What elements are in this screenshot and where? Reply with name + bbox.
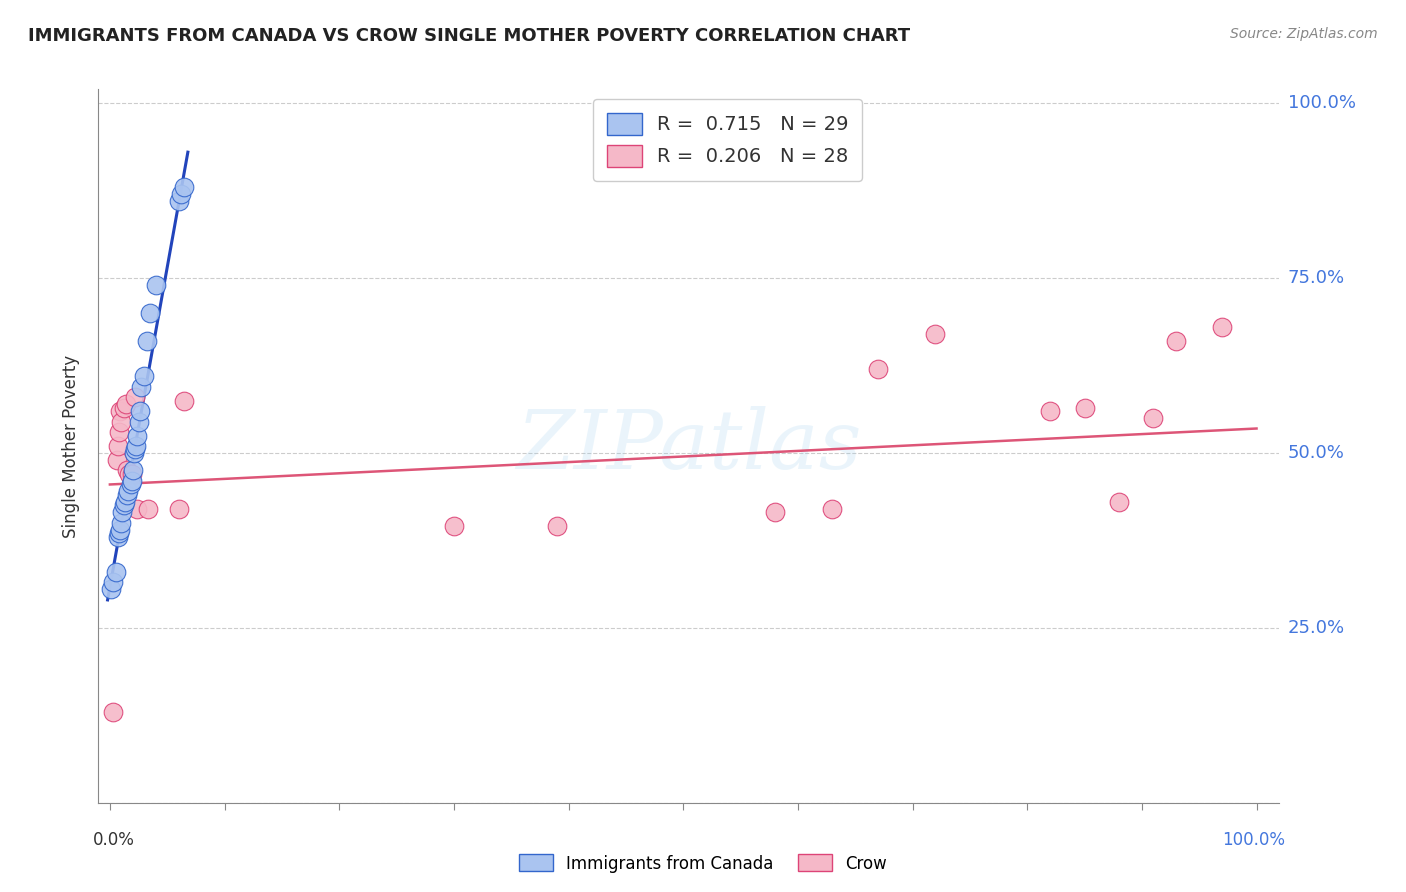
Point [103,575,125,590]
Point [1073,401,1095,415]
Text: 50.0%: 50.0% [1288,444,1344,462]
Point [763,506,786,520]
Point [114,495,136,509]
Point [108,523,131,537]
Point [111,506,134,520]
Point [104,565,127,579]
Text: 100.0%: 100.0% [1288,95,1355,112]
Point [115,397,138,411]
Text: IMMIGRANTS FROM CANADA VS CROW SINGLE MOTHER POVERTY CORRELATION CHART: IMMIGRANTS FROM CANADA VS CROW SINGLE MO… [28,27,910,45]
Point [112,401,135,415]
Point [443,519,465,533]
Point [121,463,143,477]
Point [125,439,148,453]
Point [868,362,890,376]
Point [108,526,131,541]
Y-axis label: Single Mother Poverty: Single Mother Poverty [62,354,80,538]
Point [127,502,149,516]
Point [127,428,149,442]
Point [821,502,844,516]
Text: 100.0%: 100.0% [1222,831,1285,849]
Point [128,415,150,429]
Point [139,306,162,320]
Point [1039,404,1062,418]
Point [134,369,156,384]
Point [1108,495,1130,509]
Point [100,582,122,597]
Point [115,488,138,502]
Text: ZIPatlas: ZIPatlas [516,406,862,486]
Point [167,194,190,208]
Point [124,390,146,404]
Point [108,425,131,439]
Legend: Immigrants from Canada, Crow: Immigrants from Canada, Crow [513,847,893,880]
Point [110,516,132,530]
Point [122,446,145,460]
Text: 75.0%: 75.0% [1288,269,1346,287]
Point [167,502,190,516]
Point [546,519,568,533]
Point [118,467,141,481]
Point [115,463,138,477]
Point [107,439,129,453]
Point [136,502,159,516]
Point [112,499,135,513]
Point [121,467,143,481]
Point [117,484,139,499]
Point [1142,411,1164,425]
Point [173,393,195,408]
Point [105,453,128,467]
Point [128,404,150,418]
Point [129,379,152,393]
Text: 0.0%: 0.0% [93,831,135,849]
Point [135,334,157,348]
Point [108,404,131,418]
Point [103,705,125,719]
Point [107,530,129,544]
Point [170,187,193,202]
Point [121,474,143,488]
Point [173,180,195,194]
Legend: R =  0.715   N = 29, R =  0.206   N = 28: R = 0.715 N = 29, R = 0.206 N = 28 [593,99,862,181]
Point [924,327,946,342]
Point [145,278,167,293]
Text: 25.0%: 25.0% [1288,619,1346,637]
Point [1211,320,1233,334]
Point [1166,334,1188,348]
Point [124,442,146,457]
Point [120,477,142,491]
Text: Source: ZipAtlas.com: Source: ZipAtlas.com [1230,27,1378,41]
Point [110,415,132,429]
